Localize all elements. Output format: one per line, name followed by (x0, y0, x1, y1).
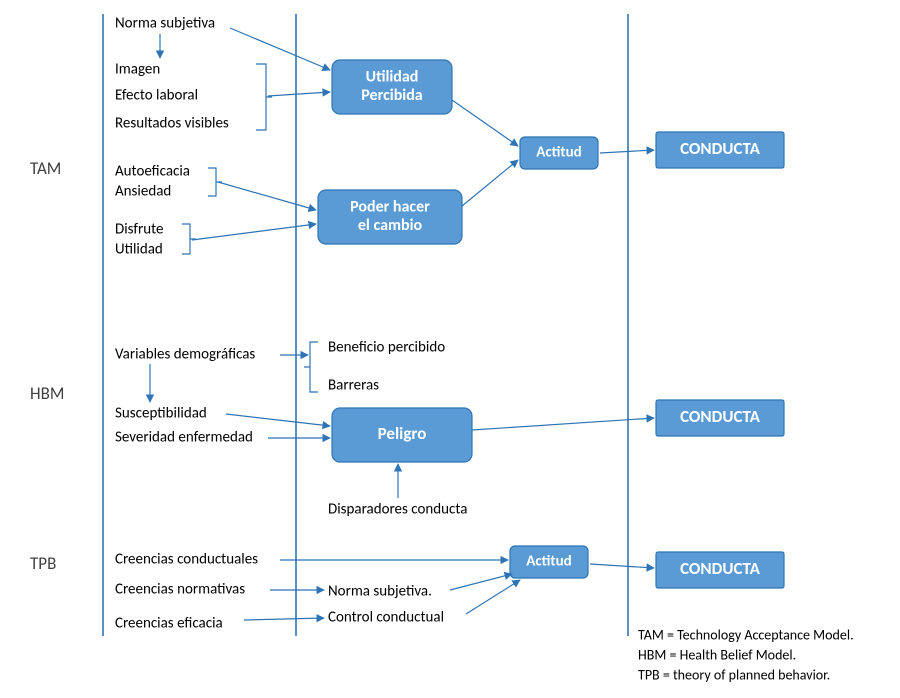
section-label-tam: TAM (30, 158, 61, 179)
text-t10: Susceptibilidad (115, 405, 207, 423)
box-conducta2-label: CONDUCTA (680, 406, 761, 427)
arrow-actitud-conducta1 (600, 150, 654, 153)
legend-line: TPB = theory of planned behavior. (638, 666, 830, 683)
box-actitud1-label: Actitud (536, 144, 581, 162)
arrow-poder-actitud (462, 160, 518, 206)
box-actitud2-label: Actitud (526, 553, 571, 571)
text-t19: Control conductual (328, 609, 444, 627)
legend-line: HBM = Health Belief Model. (638, 646, 796, 663)
box-poder-label: Poder hacer (350, 198, 430, 217)
section-label-tpb: TPB (30, 553, 56, 574)
box-poder: Poder hacerel cambio (318, 190, 462, 244)
box-conducta1: CONDUCTA (656, 132, 784, 168)
text-t16: Creencias normativas (115, 581, 245, 599)
text-t15: Creencias conductuales (115, 551, 258, 569)
arrow-actitud2-conducta3 (590, 564, 654, 568)
arrow-suscep-peligro (226, 414, 330, 426)
text-t17: Creencias eficacia (115, 615, 223, 633)
arrow-img-grp-util (268, 92, 330, 96)
text-t5: Autoeficacia (115, 163, 190, 181)
text-t14: Disparadores conducta (328, 501, 467, 519)
section-label-hbm: HBM (30, 383, 64, 404)
text-t3: Efecto laboral (115, 87, 198, 105)
box-utilidad: UtilidadPercibida (332, 60, 452, 114)
text-t4: Resultados visibles (115, 115, 229, 133)
bracket (256, 64, 272, 130)
box-peligro-label: Peligro (378, 423, 427, 444)
arrow-normasub-actitud (450, 574, 512, 590)
arrow-creenefic-control (244, 618, 324, 620)
box-peligro: Peligro (332, 408, 472, 462)
text-t13: Barreras (328, 377, 379, 395)
arrow-norma-subj-util (230, 28, 330, 70)
box-conducta3: CONDUCTA (656, 552, 784, 588)
arrow-util-actitud (452, 100, 518, 146)
text-t7: Disfrute (115, 221, 163, 239)
box-conducta1-label: CONDUCTA (680, 138, 761, 159)
bracket (182, 224, 196, 254)
text-t8: Utilidad (115, 241, 163, 259)
box-utilidad-label: Utilidad (366, 68, 419, 87)
arrow-disf-grp-poder (192, 224, 316, 240)
diagram-canvas: TAM HBM TPB Norma subjetiva Imagen Efecto lab… (0, 0, 900, 698)
box-conducta2: CONDUCTA (656, 400, 784, 436)
text-t18: Norma subjetiva. (328, 583, 432, 601)
box-utilidad-label: Percibida (361, 86, 423, 105)
text-t12: Beneficio percibido (328, 339, 445, 357)
box-poder-label: el cambio (358, 216, 423, 235)
box-actitud2: Actitud (510, 546, 588, 578)
text-t1: Norma subjetiva (115, 15, 215, 33)
box-conducta3-label: CONDUCTA (680, 558, 761, 579)
box-actitud1: Actitud (520, 137, 598, 169)
arrow-control-actitud (466, 580, 520, 614)
text-t6: Ansiedad (115, 183, 171, 201)
text-t11: Severidad enfermedad (115, 429, 253, 447)
text-t2: Imagen (115, 61, 160, 79)
legend-line: TAM = Technology Acceptance Model. (638, 626, 854, 643)
bracket (304, 342, 318, 392)
text-t9: Variables demográficas (115, 346, 255, 364)
arrow-auto-grp-poder (218, 182, 316, 210)
arrow-peligro-conducta2 (472, 418, 654, 430)
